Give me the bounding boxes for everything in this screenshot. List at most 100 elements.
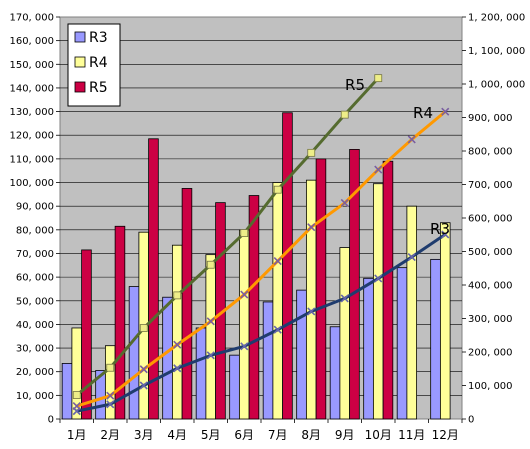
line-point-r4 [340, 198, 349, 207]
y-left-tick-label: 140, 000 [9, 83, 54, 94]
y-left-tick-label: 40, 000 [16, 320, 54, 331]
bar-r3 [396, 267, 408, 420]
line-point-r4 [307, 223, 316, 232]
line-r5 [75, 77, 380, 397]
x-tick-label: 6月 [234, 428, 254, 442]
line-point-r5 [139, 324, 148, 332]
y-left-tick-label: 170, 000 [9, 13, 54, 24]
bar-r4 [171, 244, 183, 420]
y-right-tick-label: 100, 000 [468, 381, 513, 392]
y-right-tick-label: 1, 100, 000 [468, 46, 525, 57]
y-left-tick-label: 30, 000 [16, 344, 54, 355]
line-point-r3 [173, 364, 182, 373]
x-tick-label: 11月 [398, 428, 425, 442]
y-left-tick-label: 100, 000 [9, 178, 54, 189]
legend-swatch [74, 81, 86, 93]
x-tick-label: 1月 [67, 428, 87, 442]
line-point-r4 [139, 365, 148, 374]
x-tick-label: 2月 [100, 428, 120, 442]
x-tick-label: 9月 [335, 428, 355, 442]
line-point-r4 [72, 402, 81, 411]
line-point-r4 [273, 256, 282, 266]
legend-label: R3 [89, 30, 108, 46]
line-point-r4 [240, 290, 249, 299]
x-tick-label: 3月 [134, 428, 154, 442]
y-right-tick-label: 600, 000 [468, 214, 513, 225]
bar-r4 [205, 254, 217, 420]
line-point-r3 [374, 274, 383, 283]
y-right-tick-label: 800, 000 [468, 147, 513, 158]
legend-label: R5 [89, 80, 108, 96]
bar-r4 [339, 247, 351, 420]
line-point-r5 [307, 148, 316, 157]
y-right-tick-label: 0 [468, 415, 474, 426]
y-left-tick-label: 20, 000 [16, 367, 54, 378]
bar-r4 [406, 205, 418, 420]
line-point-r4 [441, 107, 450, 116]
bar-r5 [181, 188, 193, 420]
line-point-r5 [340, 110, 349, 119]
y-right-tick-label: 1, 000, 000 [468, 80, 525, 91]
bar-r4 [372, 183, 384, 420]
y-left-tick-label: 120, 000 [9, 131, 54, 142]
bar-r3 [430, 258, 441, 420]
y-left-tick-label: 90, 000 [16, 202, 54, 213]
y-left-tick-label: 80, 000 [16, 225, 54, 236]
bar-r3 [296, 289, 307, 420]
bar-r3 [128, 286, 140, 420]
x-tick-label: 5月 [201, 428, 221, 442]
line-point-r3 [307, 307, 316, 316]
x-tick-label: 10月 [365, 428, 392, 442]
line-point-r3 [106, 400, 115, 409]
y-right-tick-label: 1, 200, 000 [468, 13, 525, 24]
x-tick-label: 12月 [432, 428, 459, 442]
y-right-tick-label: 200, 000 [468, 348, 513, 359]
bar-r3 [229, 354, 240, 420]
y-right-tick-label: 700, 000 [468, 180, 513, 191]
line-end-label: R5 [345, 76, 365, 94]
x-tick-label: 8月 [301, 428, 321, 442]
line-point-r5 [374, 74, 383, 83]
line-point-r3 [340, 294, 349, 303]
bar-r4 [439, 222, 451, 420]
y-right-tick-label: 400, 000 [468, 281, 513, 292]
bar-r4 [104, 345, 116, 420]
bar-r3 [363, 277, 374, 420]
x-tick-label: 4月 [167, 428, 187, 442]
y-right-tick-label: 500, 000 [468, 247, 513, 258]
plot-area [59, 16, 463, 420]
y-left-tick-label: 70, 000 [16, 249, 54, 260]
y-left-tick-label: 60, 000 [16, 273, 54, 284]
y-right-tick-label: 300, 000 [468, 314, 513, 325]
y-left-tick-label: 150, 000 [9, 60, 54, 71]
line-point-r4 [173, 340, 182, 349]
y-left-tick-label: 0 [48, 415, 54, 426]
line-point-r4 [407, 135, 416, 144]
bar-r5 [315, 158, 327, 420]
y-left-tick-label: 110, 000 [9, 154, 54, 165]
y-left-tick-label: 10, 000 [16, 391, 54, 402]
line-point-r3 [273, 325, 282, 334]
bar-r5 [148, 138, 159, 420]
line-point-r5 [273, 185, 282, 194]
legend-swatch [74, 56, 86, 68]
line-point-r4 [106, 391, 115, 400]
line-point-r4 [206, 317, 215, 326]
bar-r5 [282, 112, 293, 420]
bar-r3 [195, 327, 207, 420]
line-r4 [76, 110, 447, 408]
legend-label: R4 [89, 55, 108, 71]
line-point-r3 [206, 351, 215, 360]
bar-r3 [329, 326, 341, 420]
line-point-r4 [374, 165, 383, 174]
line-point-r3 [407, 252, 416, 262]
bar-r3 [162, 296, 173, 420]
bar-r3 [262, 301, 274, 420]
line-end-label: R4 [413, 104, 433, 122]
bar-r5 [81, 249, 92, 420]
legend-swatch [74, 31, 86, 43]
bar-r5 [349, 149, 360, 420]
y-left-tick-label: 160, 000 [9, 36, 54, 47]
